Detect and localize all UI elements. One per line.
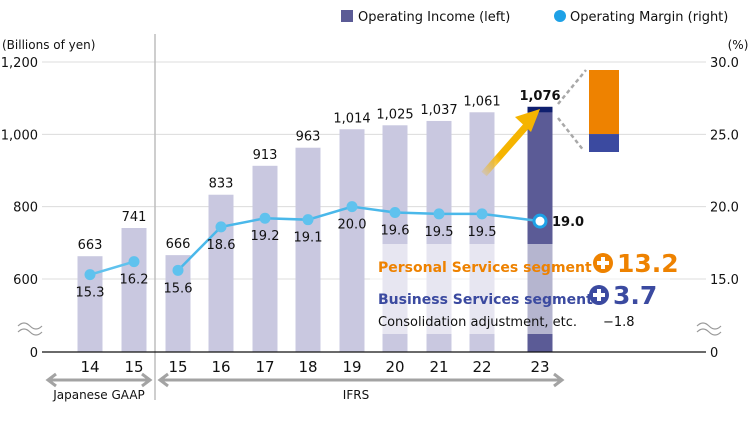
- left-axis-break-icon: [17, 322, 43, 336]
- bar-value-label: 913: [253, 148, 278, 163]
- x-tick-label: 21: [429, 358, 448, 376]
- left-tick-label: 1,200: [1, 56, 38, 71]
- annotation-backdrop: [370, 244, 670, 334]
- consolidation-adjustment-label: Consolidation adjustment, etc.: [378, 315, 577, 330]
- business-services-label: Business Services segment: [378, 292, 593, 308]
- left-axis-title: (Billions of yen): [2, 38, 95, 52]
- right-axis-title: (%): [728, 38, 749, 52]
- left-tick-label: 800: [13, 201, 38, 216]
- margin-value-label: 18.6: [207, 238, 236, 253]
- right-tick-label: 20.0: [710, 201, 739, 216]
- bar-value-label: 1,076: [519, 89, 560, 104]
- group-label-japanese-gaap: Japanese GAAP: [52, 388, 145, 402]
- bar-value-label: 963: [296, 130, 321, 145]
- x-tick-label: 18: [298, 358, 317, 376]
- x-tick-label: 15: [168, 358, 187, 376]
- ifrs-range-arrow: [157, 372, 565, 388]
- growth-arrow-icon: [481, 109, 540, 177]
- x-tick-label: 17: [255, 358, 274, 376]
- margin-point: [302, 214, 314, 226]
- margin-point: [84, 269, 96, 281]
- bar-increment: [527, 106, 553, 113]
- margin-point: [532, 213, 548, 229]
- group-label-ifrs: IFRS: [343, 388, 369, 402]
- margin-value-label: 19.5: [468, 225, 497, 240]
- legend: Operating Income (left) Operating Margin…: [341, 10, 728, 25]
- breakdown-business: [589, 134, 619, 152]
- bar-value-label: 1,061: [463, 94, 500, 109]
- right-axis-ticks: 0 15.0 20.0 25.0 30.0: [710, 56, 739, 361]
- right-tick-label: 0: [710, 346, 718, 361]
- right-tick-label: 25.0: [710, 128, 739, 143]
- right-tick-label: 15.0: [710, 273, 739, 288]
- margin-point: [476, 208, 488, 220]
- margin-point: [128, 256, 140, 268]
- margin-point: [259, 212, 271, 224]
- left-tick-label: 600: [13, 273, 38, 288]
- margin-point: [215, 221, 227, 233]
- margin-value-label: 19.0: [552, 215, 584, 230]
- x-axis-ticks: 14 15 15 16 17 18 19 20 21 22 23: [80, 358, 549, 376]
- x-tick-label: 15: [124, 358, 143, 376]
- legend-label-operating-margin: Operating Margin (right): [570, 10, 728, 25]
- x-tick-label: 16: [211, 358, 230, 376]
- margin-value-label: 19.1: [294, 231, 323, 246]
- zoom-guide-bottom: [557, 117, 585, 152]
- x-tick-label: 14: [80, 358, 99, 376]
- bar-value-labels: 663 741 666 833 913 963 1,014 1,025 1,037 1,061 1,…: [78, 89, 561, 253]
- margin-value-labels: 15.3 16.2 15.6 18.6 19.2 19.1 20.0 19.6 19.5 19.5…: [76, 215, 585, 301]
- personal-services-label: Personal Services segment: [378, 260, 592, 276]
- bar: [295, 147, 321, 352]
- margin-value-label: 16.2: [120, 273, 149, 288]
- margin-line-segment: [89, 260, 135, 276]
- x-tick-label: 22: [472, 358, 491, 376]
- margin-line: [84, 201, 548, 281]
- business-services-value: 3.7: [613, 281, 657, 310]
- consolidation-adjustment-value: −1.8: [603, 315, 635, 330]
- right-axis-break-icon: [696, 322, 722, 336]
- bar-value-label: 833: [209, 177, 234, 192]
- bar-value-label: 1,025: [376, 107, 413, 122]
- margin-value-label: 19.6: [381, 223, 410, 238]
- personal-services-value: 13.2: [617, 249, 679, 278]
- legend-swatch-operating-margin: [554, 10, 566, 22]
- segment-annotations: Personal Services segment 13.2 Business …: [378, 249, 679, 330]
- margin-value-label: 15.3: [76, 286, 105, 301]
- margin-value-label: 20.0: [338, 218, 367, 233]
- breakdown-personal: [589, 70, 619, 135]
- left-axis-ticks: 0 600 800 1,000 1,200: [1, 56, 38, 361]
- legend-label-operating-income: Operating Income (left): [358, 10, 510, 25]
- margin-value-label: 19.5: [425, 225, 454, 240]
- margin-value-label: 19.2: [251, 229, 280, 244]
- margin-value-label: 15.6: [164, 281, 193, 296]
- bar-value-label: 663: [78, 238, 103, 253]
- bar-value-label: 741: [122, 210, 147, 225]
- margin-point: [346, 201, 358, 213]
- x-tick-label: 19: [342, 358, 361, 376]
- bar-value-label: 1,014: [333, 111, 370, 126]
- bar-value-label: 1,037: [420, 103, 457, 118]
- left-tick-label: 0: [30, 346, 38, 361]
- legend-swatch-operating-income: [341, 10, 353, 22]
- zoom-guide-top: [557, 69, 587, 105]
- bar-value-label: 666: [166, 237, 191, 252]
- plus-icon-personal: [593, 253, 613, 273]
- bar: [252, 165, 278, 352]
- x-tick-label: 23: [530, 358, 549, 376]
- bar: [208, 194, 234, 352]
- right-tick-label: 30.0: [710, 56, 739, 71]
- x-tick-label: 20: [385, 358, 404, 376]
- bar: [121, 228, 147, 352]
- japanese-gaap-range-arrow: [45, 372, 153, 388]
- breakdown-bar: [589, 70, 619, 152]
- margin-point: [389, 206, 401, 218]
- margin-point: [433, 208, 445, 220]
- bar: [339, 129, 365, 352]
- margin-point: [172, 264, 184, 276]
- left-tick-label: 1,000: [1, 128, 38, 143]
- plus-icon-business: [589, 285, 609, 305]
